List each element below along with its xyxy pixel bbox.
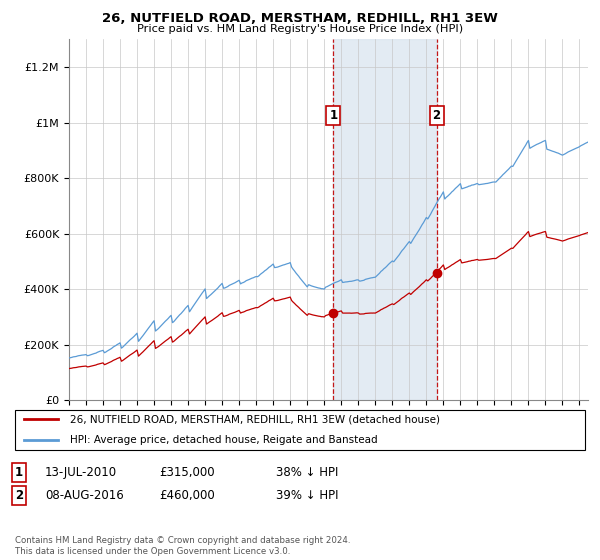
Text: 08-AUG-2016: 08-AUG-2016 [45,489,124,502]
Text: 2: 2 [433,109,440,122]
Text: £315,000: £315,000 [159,465,215,479]
Text: HPI: Average price, detached house, Reigate and Banstead: HPI: Average price, detached house, Reig… [70,435,377,445]
Text: 1: 1 [15,465,23,479]
Text: 26, NUTFIELD ROAD, MERSTHAM, REDHILL, RH1 3EW (detached house): 26, NUTFIELD ROAD, MERSTHAM, REDHILL, RH… [70,414,440,424]
Bar [334,39,437,400]
Text: 39% ↓ HPI: 39% ↓ HPI [276,489,338,502]
FancyBboxPatch shape [15,410,585,450]
Text: 26, NUTFIELD ROAD, MERSTHAM, REDHILL, RH1 3EW: 26, NUTFIELD ROAD, MERSTHAM, REDHILL, RH… [102,12,498,25]
Text: 38% ↓ HPI: 38% ↓ HPI [276,465,338,479]
Text: £460,000: £460,000 [159,489,215,502]
Text: 13-JUL-2010: 13-JUL-2010 [45,465,117,479]
Text: 2: 2 [15,489,23,502]
Text: Price paid vs. HM Land Registry's House Price Index (HPI): Price paid vs. HM Land Registry's House … [137,24,463,34]
Text: 1: 1 [329,109,337,122]
Text: Contains HM Land Registry data © Crown copyright and database right 2024.
This d: Contains HM Land Registry data © Crown c… [15,536,350,556]
